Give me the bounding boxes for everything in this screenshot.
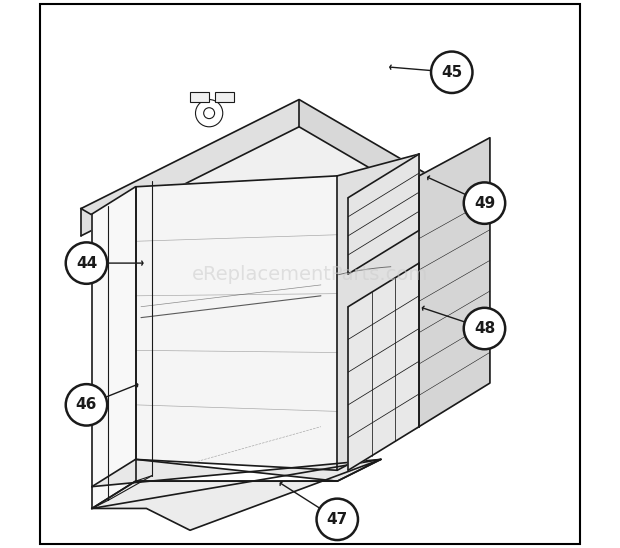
Text: 47: 47 [327, 512, 348, 527]
Polygon shape [81, 100, 430, 285]
Polygon shape [348, 263, 419, 470]
Polygon shape [419, 138, 490, 427]
Circle shape [431, 52, 472, 93]
Circle shape [317, 499, 358, 540]
Text: 45: 45 [441, 65, 463, 80]
Text: 44: 44 [76, 255, 97, 271]
Polygon shape [337, 154, 419, 470]
Circle shape [464, 182, 505, 224]
Text: 46: 46 [76, 397, 97, 412]
Text: 48: 48 [474, 321, 495, 336]
Polygon shape [92, 187, 136, 509]
Polygon shape [348, 154, 419, 274]
Polygon shape [92, 459, 381, 530]
FancyBboxPatch shape [215, 93, 234, 102]
Text: eReplacementParts.com: eReplacementParts.com [192, 265, 428, 283]
FancyBboxPatch shape [190, 93, 209, 102]
Polygon shape [136, 176, 337, 470]
Circle shape [66, 384, 107, 426]
Circle shape [66, 242, 107, 284]
Circle shape [464, 308, 505, 349]
Polygon shape [299, 100, 430, 203]
Polygon shape [92, 459, 381, 487]
Polygon shape [81, 100, 299, 236]
Text: 49: 49 [474, 196, 495, 210]
